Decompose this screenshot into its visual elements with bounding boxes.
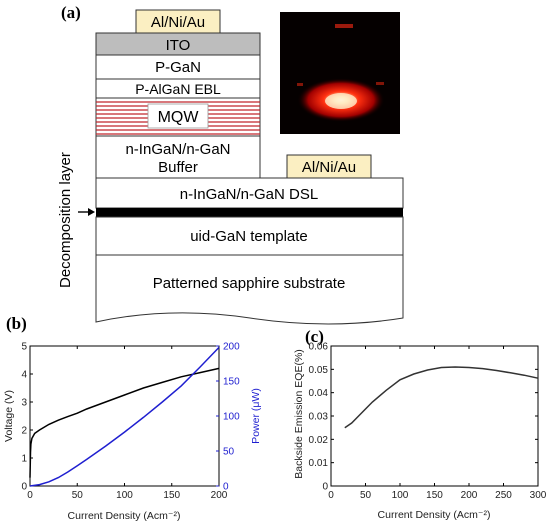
chart-c-plot-area: [330, 345, 539, 487]
substrate-layer: [95, 254, 404, 325]
chart-c: 0 50 100 150 200 250 300 0 0.01 0.02 0.03 0.04 0.05 0…: [293, 342, 547, 522]
chart-c-ylabel: Backside Emission EQE(%): [293, 349, 305, 479]
y2-tick-label: 50: [223, 447, 235, 458]
y-tick-label: 4: [21, 370, 27, 381]
y-tick-label: 0: [322, 482, 328, 493]
chart-b-ylabel: Voltage (V): [3, 390, 15, 442]
x-tick-label: 250: [495, 490, 512, 501]
top-contact-label: Al/Ni/Au: [151, 14, 205, 31]
y-tick-label: 1: [21, 454, 27, 465]
power-series-line: [29, 346, 220, 487]
dsl-label: n-InGaN/n-GaN DSL: [180, 186, 318, 203]
mqw-label: MQW: [158, 109, 200, 126]
y-tick-label: 0.05: [309, 365, 329, 376]
panel-label-c: (c): [305, 327, 324, 346]
panel-label-b: (b): [6, 314, 27, 333]
buffer-layer: [95, 135, 261, 179]
buffer-label-line1: n-InGaN/n-GaN: [125, 141, 230, 158]
device-schematic: Al/Ni/Au ITO P-GaN P-AlGaN EBL MQW n-InG…: [57, 9, 404, 325]
ito-label: ITO: [166, 37, 191, 54]
decomposition-arrow-head: [88, 208, 95, 216]
y-tick-label: 2: [21, 426, 27, 437]
y2-tick-label: 200: [223, 342, 240, 353]
x-tick-label: 100: [116, 490, 133, 501]
x-tick-label: 0: [27, 490, 33, 501]
y-tick-label: 0: [21, 482, 27, 493]
chart-b-plot-area: [29, 345, 220, 487]
chart-b-y2label: Power (μW): [250, 388, 262, 444]
x-tick-label: 200: [461, 490, 478, 501]
y2-tick-label: 100: [223, 412, 240, 423]
x-tick-label: 50: [360, 490, 372, 501]
eqe-series-line: [344, 366, 539, 429]
voltage-series-line: [29, 367, 220, 478]
template-label: uid-GaN template: [190, 228, 308, 245]
chart-b-xlabel: Current Density (Acm⁻²): [68, 510, 181, 522]
p-gan-layer: [95, 54, 261, 80]
x-tick-label: 0: [328, 490, 334, 501]
chart-c-xlabel: Current Density (Acm⁻²): [378, 509, 491, 521]
buffer-label-line2: Buffer: [158, 159, 198, 176]
dsl-layer: [95, 177, 404, 209]
x-tick-label: 50: [72, 490, 84, 501]
p-gan-label: P-GaN: [155, 59, 201, 76]
n-contact-label: Al/Ni/Au: [302, 159, 356, 176]
y2-tick-label: 150: [223, 377, 240, 388]
y2-tick-label: 0: [223, 482, 229, 493]
y-tick-label: 0.06: [309, 342, 329, 353]
mqw-label-box: [147, 103, 209, 129]
y-tick-label: 0.03: [309, 412, 329, 423]
substrate-label: Patterned sapphire substrate: [153, 275, 346, 292]
x-tick-label: 300: [530, 490, 547, 501]
decomposition-label: Decomposition layer: [57, 152, 74, 288]
p-algan-label: P-AlGaN EBL: [135, 81, 221, 97]
x-tick-label: 100: [392, 490, 409, 501]
chart-c-ticks: 0 50 100 150 200 250 300 0 0.01 0.02 0.03 0.04 0.05 0…: [309, 342, 547, 502]
decomposition-layer: [96, 208, 403, 217]
template-layer: [95, 216, 404, 256]
emission-photo: [280, 12, 400, 134]
y-tick-label: 5: [21, 342, 27, 353]
x-tick-label: 150: [426, 490, 443, 501]
y-tick-label: 3: [21, 398, 27, 409]
y-tick-label: 0.01: [309, 458, 329, 469]
x-tick-label: 150: [163, 490, 180, 501]
y-tick-label: 0.04: [309, 388, 329, 399]
x-tick-label: 200: [211, 490, 228, 501]
panel-label-a: (a): [61, 3, 81, 22]
y-tick-label: 0.02: [309, 435, 329, 446]
